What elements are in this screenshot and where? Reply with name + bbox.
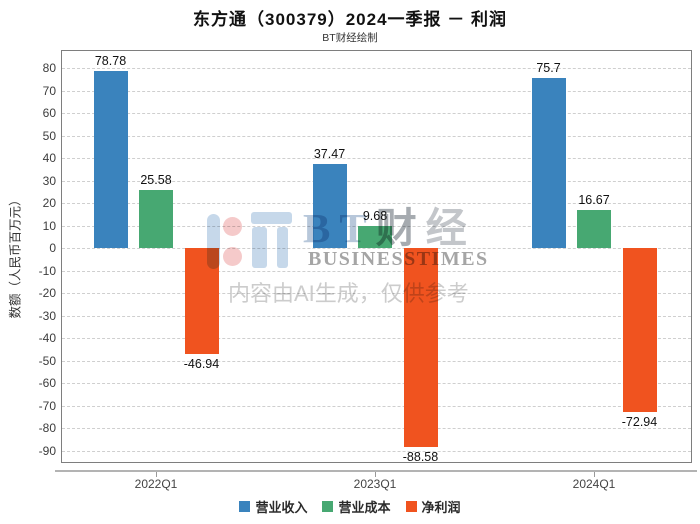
bar-净利润-2022Q1[interactable] (184, 248, 219, 354)
y-tick-label: 60 (42, 106, 56, 120)
x-category-label-2023Q1: 2023Q1 (353, 477, 397, 491)
legend-label: 净利润 (421, 500, 461, 515)
gridline (62, 203, 691, 204)
y-tick-label: 70 (42, 83, 56, 98)
legend-item-营业收入[interactable]: 营业收入 (239, 497, 307, 516)
y-tick-label: 30 (42, 173, 56, 188)
y-tick-label: 20 (42, 196, 56, 210)
bar-value-label: 25.58 (140, 173, 172, 188)
bar-营业收入-2023Q1[interactable] (312, 163, 347, 248)
y-tick-label: 80 (42, 61, 56, 75)
x-tick (156, 472, 157, 477)
bar-营业成本-2023Q1[interactable] (358, 226, 392, 248)
y-tick-label: -60 (38, 376, 56, 390)
gridline (62, 158, 691, 159)
bar-净利润-2024Q1[interactable] (622, 248, 657, 413)
gridline (62, 450, 691, 452)
gridline (62, 248, 691, 249)
y-tick-label: -50 (38, 353, 56, 368)
gridline (62, 315, 691, 317)
bar-value-label: -46.94 (183, 356, 220, 371)
legend-swatch-icon (405, 501, 417, 512)
bar-营业收入-2022Q1[interactable] (93, 70, 128, 248)
gridline (62, 180, 691, 182)
gridline (62, 270, 691, 272)
y-tick-label: -30 (38, 308, 56, 323)
chart-title: 东方通（300379）2024一季报 － 利润 (193, 10, 507, 29)
gridline (62, 68, 691, 69)
y-tick-label: -70 (38, 398, 56, 413)
bar-value-label: 37.47 (313, 146, 346, 161)
bar-value-label: 75.7 (536, 60, 561, 75)
gridline (62, 113, 691, 114)
legend-item-净利润[interactable]: 净利润 (405, 497, 461, 516)
gridline (62, 135, 691, 137)
bar-value-label: -72.94 (621, 415, 658, 430)
y-tick-label: -80 (38, 421, 56, 435)
x-tick (375, 472, 376, 477)
y-tick-label: -10 (38, 263, 56, 278)
chart-subtitle: BT财经绘制 (322, 32, 378, 44)
plot-border (61, 50, 692, 463)
gridline (62, 383, 691, 384)
gridline (62, 293, 691, 294)
y-tick-label: 10 (42, 218, 56, 233)
bar-value-label: -88.58 (402, 450, 439, 465)
gridline (62, 405, 691, 407)
gridline (62, 360, 691, 362)
gridline (62, 338, 691, 339)
y-tick-label: 50 (42, 128, 56, 143)
y-tick-label: -20 (38, 286, 56, 300)
gridline (62, 225, 691, 227)
gridline (62, 90, 691, 92)
legend-swatch-icon (239, 501, 251, 512)
legend-item-营业成本[interactable]: 营业成本 (322, 497, 391, 516)
bar-净利润-2023Q1[interactable] (403, 248, 438, 448)
x-category-label-2022Q1: 2022Q1 (134, 477, 178, 491)
chart-legend: 营业收入 营业成本 净利润 (0, 497, 700, 516)
y-tick-label: 0 (49, 241, 56, 255)
legend-swatch-icon (322, 501, 334, 512)
bar-value-label: 9.68 (362, 209, 388, 224)
bar-value-label: 16.67 (578, 193, 610, 208)
gridline (62, 428, 691, 429)
legend-label: 营业成本 (338, 500, 391, 515)
bar-value-label: 78.78 (94, 53, 127, 68)
y-tick-label: -90 (38, 443, 56, 458)
bar-营业收入-2024Q1[interactable] (531, 77, 566, 248)
bar-营业成本-2022Q1[interactable] (139, 190, 173, 248)
x-category-label-2024Q1: 2024Q1 (572, 477, 616, 491)
bar-营业成本-2024Q1[interactable] (577, 210, 611, 248)
x-tick (594, 472, 595, 477)
y-tick-label: -40 (38, 331, 56, 345)
x-axis-line (55, 470, 697, 472)
legend-label: 营业收入 (255, 500, 308, 515)
y-tick-label: 40 (42, 151, 56, 165)
